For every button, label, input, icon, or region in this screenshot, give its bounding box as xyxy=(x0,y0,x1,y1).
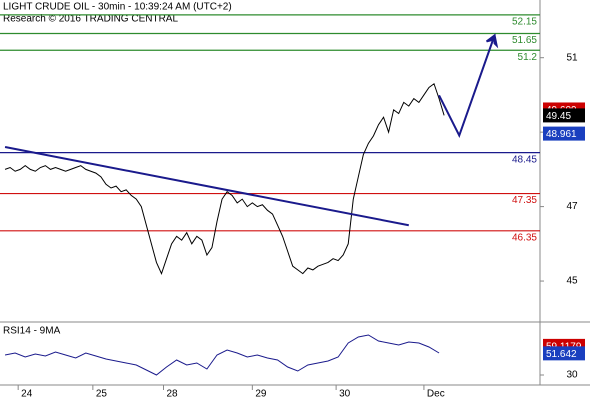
level-label: 47.35 xyxy=(512,195,537,206)
x-tick-label: 28 xyxy=(167,389,179,400)
x-tick-label: Dec xyxy=(427,389,445,400)
price-tag-label: 48.961 xyxy=(546,129,577,140)
y-tick-label: 47 xyxy=(566,201,578,212)
level-label: 52.15 xyxy=(512,17,537,28)
chart-title: LIGHT CRUDE OIL - 30min - 10:39:24 AM (U… xyxy=(3,2,232,13)
y-tick-label: 30 xyxy=(566,370,578,381)
chart-subtitle: Research © 2016 TRADING CENTRAL xyxy=(3,14,178,25)
level-label: 48.45 xyxy=(512,154,537,165)
price-tag-label: 51.642 xyxy=(546,349,577,360)
trendline xyxy=(4,146,409,227)
price-tag-label: 49.45 xyxy=(546,111,571,122)
price-tag xyxy=(543,108,585,123)
level-label: 51.2 xyxy=(518,52,538,63)
price-tag xyxy=(543,346,585,361)
rsi-title: RSI14 - 9MA xyxy=(3,326,61,337)
price-tag xyxy=(543,126,585,141)
level-label: 51.65 xyxy=(512,35,537,46)
price-line xyxy=(4,334,440,376)
level-label: 46.35 xyxy=(512,232,537,243)
x-tick-label: 25 xyxy=(96,389,108,400)
y-tick-label: 51 xyxy=(566,52,578,63)
y-tick-label: 45 xyxy=(566,276,578,287)
projection-arrowhead xyxy=(485,33,499,49)
price-line xyxy=(4,82,445,275)
x-tick-label: 29 xyxy=(255,389,267,400)
x-tick-label: 30 xyxy=(339,389,351,400)
x-tick-label: 24 xyxy=(21,389,33,400)
projection xyxy=(438,35,496,139)
